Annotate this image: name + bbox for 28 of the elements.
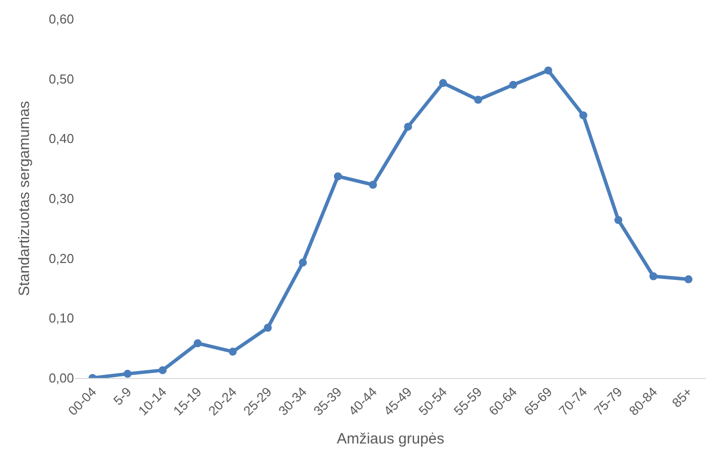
x-tick-label: 5-9 <box>110 384 134 408</box>
y-tick-label: 0,50 <box>48 71 74 86</box>
y-tick-label: 0,30 <box>48 191 74 206</box>
y-tick-label: 0,20 <box>48 250 74 266</box>
x-axis-title: Amžiaus grupės <box>336 430 444 448</box>
y-tick-label: 0,40 <box>48 131 74 146</box>
y-tick-label: 0,10 <box>48 310 74 326</box>
point <box>124 370 132 378</box>
y-axis-title: Standartizuotas sergamumas <box>16 100 33 296</box>
point <box>579 111 588 120</box>
point <box>614 216 622 224</box>
point <box>544 66 552 74</box>
point <box>404 122 412 131</box>
point <box>334 172 342 180</box>
x-tick-label: 85+ <box>668 384 696 410</box>
y-tick-label: 0,00 <box>48 370 74 386</box>
point <box>298 258 307 267</box>
point <box>439 79 448 88</box>
point <box>368 180 377 189</box>
point <box>158 366 167 374</box>
y-tick-label: 0,60 <box>48 12 74 27</box>
point <box>684 275 692 284</box>
point <box>228 348 237 356</box>
point <box>264 324 272 332</box>
point <box>474 96 482 104</box>
point <box>194 339 202 348</box>
point <box>649 272 658 280</box>
point <box>509 80 518 89</box>
